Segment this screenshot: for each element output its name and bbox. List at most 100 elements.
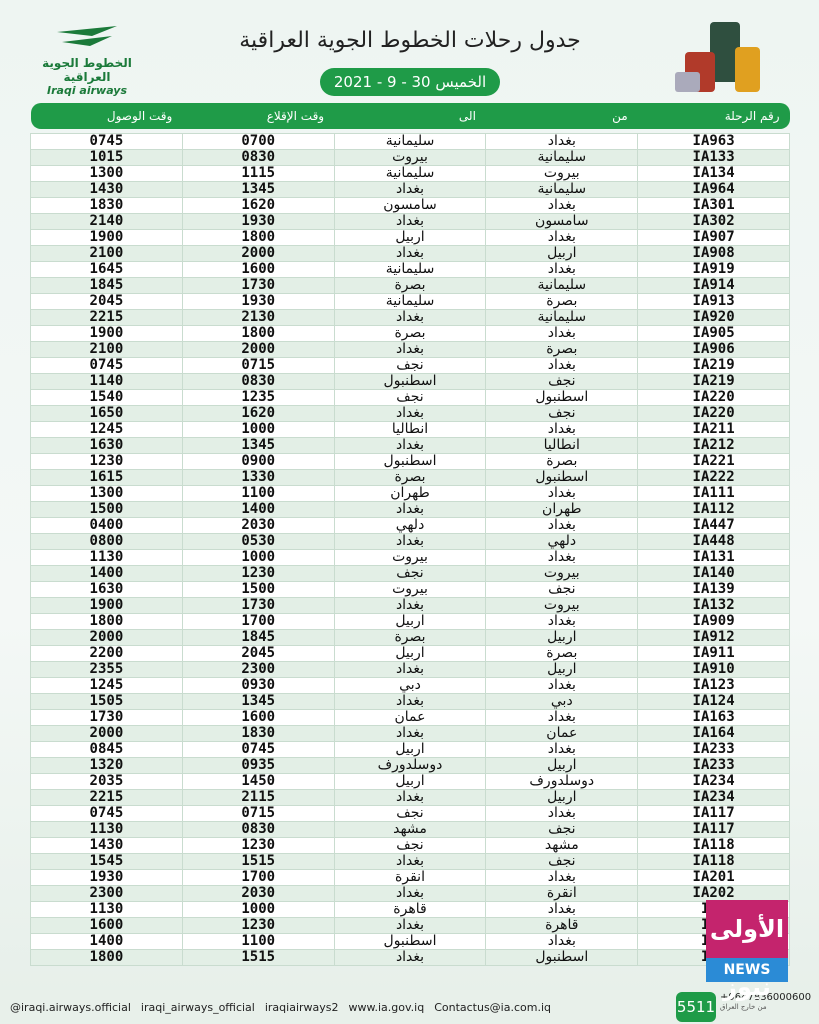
- table-row: IA139 نجف بيروت 1500 1630: [30, 581, 790, 598]
- table-cell: IA140: [637, 565, 790, 582]
- table-cell: 1300: [30, 165, 183, 182]
- table-cell: 2200: [30, 645, 183, 662]
- table-row: IA134 بيروت سليمانية 1115 1300: [30, 165, 790, 182]
- table-cell: مشهد: [333, 821, 487, 838]
- table-cell: قاهرة: [333, 901, 487, 918]
- table-cell: 2100: [30, 245, 183, 262]
- email[interactable]: Contactus@ia.com.iq: [434, 1000, 552, 1014]
- telegram[interactable]: iraqiairways2: [264, 1000, 339, 1014]
- table-cell: انقرة: [485, 885, 639, 902]
- table-cell: IA131: [637, 549, 790, 566]
- table-row: IA133 سليمانية بيروت 0830 1015: [30, 149, 790, 166]
- table-cell: 2045: [181, 645, 335, 662]
- table-cell: بصرة: [333, 629, 487, 646]
- table-cell: بصرة: [485, 293, 639, 310]
- table-cell: 1245: [30, 677, 183, 694]
- table-cell: نجف: [333, 389, 487, 406]
- table-cell: 2000: [30, 725, 183, 742]
- table-row: IA910 اربيل بغداد 2300 2355: [30, 661, 790, 678]
- table-cell: 1630: [30, 437, 183, 454]
- table-cell: 1700: [181, 613, 335, 630]
- table-cell: 1115: [181, 165, 335, 182]
- table-cell: 2355: [30, 661, 183, 678]
- table-row: IA1بغدادقاهرة10001130: [30, 901, 790, 918]
- table-cell: 1730: [181, 277, 335, 294]
- logo-english: Iraqi airways: [47, 84, 127, 97]
- table-row: IA963 بغداد سليمانية 0700 0745: [30, 133, 790, 150]
- date-pill: الخميس 30 - 9 - 2021: [320, 68, 500, 96]
- table-cell: 2035: [30, 773, 183, 790]
- instagram[interactable]: iraqi_airways_official: [140, 1000, 255, 1014]
- table-cell: بغداد: [333, 917, 487, 934]
- table-cell: 1800: [30, 613, 183, 630]
- table-cell: 0900: [181, 453, 335, 470]
- table-cell: بغداد: [485, 869, 639, 886]
- table-cell: 1930: [181, 293, 335, 310]
- table-cell: 1230: [181, 917, 335, 934]
- table-cell: بصرة: [333, 325, 487, 342]
- table-row: IA2بغداداسطنبول11001400: [30, 933, 790, 950]
- logo: الخطوط الجوية العراقية Iraqi airways: [22, 22, 152, 97]
- table-cell: 2130: [181, 309, 335, 326]
- table-row: IA233 بغداد اربيل 0745 0845: [30, 741, 790, 758]
- table-row: IA2اسطنبولبغداد15151800: [30, 949, 790, 966]
- table-cell: 1500: [30, 501, 183, 518]
- table-cell: 1600: [181, 261, 335, 278]
- table-cell: بغداد: [333, 853, 487, 870]
- table-row: IA913 بصرة سليمانية 1930 2045: [30, 293, 790, 310]
- table-row: IA111 بغداد طهران 1100 1300: [30, 485, 790, 502]
- table-cell: IA234: [637, 789, 790, 806]
- table-cell: 0715: [181, 357, 335, 374]
- table-cell: 1000: [181, 549, 335, 566]
- table-cell: نجف: [485, 373, 639, 390]
- table-row: IA163 بغداد عمان 1600 1730: [30, 709, 790, 726]
- table-cell: نجف: [485, 581, 639, 598]
- table-cell: سامسون: [333, 197, 487, 214]
- table-cell: 1830: [181, 725, 335, 742]
- table-cell: 0745: [30, 133, 183, 150]
- table-cell: 2115: [181, 789, 335, 806]
- table-cell: اسطنبول: [485, 469, 639, 486]
- table-cell: 2000: [181, 245, 335, 262]
- table-cell: نجف: [485, 821, 639, 838]
- table-row: IA140 بيروت نجف 1230 1400: [30, 565, 790, 582]
- table-cell: 1130: [30, 821, 183, 838]
- table-cell: IA220: [637, 389, 790, 406]
- table-cell: IA914: [637, 277, 790, 294]
- table-cell: IA905: [637, 325, 790, 342]
- table-cell: بصرة: [485, 453, 639, 470]
- table-cell: 1500: [181, 581, 335, 598]
- table-cell: 2000: [181, 341, 335, 358]
- table-cell: 1800: [30, 949, 183, 966]
- table-cell: IA133: [637, 149, 790, 166]
- table-row: IA219 نجف اسطنبول 0830 1140: [30, 373, 790, 390]
- table-cell: اربيل: [485, 661, 639, 678]
- table-cell: 1900: [30, 325, 183, 342]
- table-cell: 1900: [30, 229, 183, 246]
- table-cell: 2300: [30, 885, 183, 902]
- table-cell: IA906: [637, 341, 790, 358]
- table-cell: اربيل: [333, 773, 487, 790]
- table-cell: بيروت: [333, 581, 487, 598]
- table-cell: 1505: [30, 693, 183, 710]
- table-cell: 2140: [30, 213, 183, 230]
- table-cell: 1345: [181, 437, 335, 454]
- table-cell: طهران: [333, 485, 487, 502]
- facebook[interactable]: @iraqi.airways.official: [10, 1000, 131, 1014]
- table-cell: IA134: [637, 165, 790, 182]
- table-cell: IA448: [637, 533, 790, 550]
- table-cell: 0745: [30, 805, 183, 822]
- table-row: IA222 اسطنبول بصرة 1330 1615: [30, 469, 790, 486]
- table-cell: IA301: [637, 197, 790, 214]
- table-cell: بغداد: [485, 229, 639, 246]
- table-cell: بغداد: [333, 437, 487, 454]
- table-cell: 1730: [181, 597, 335, 614]
- table-row: IA919 بغداد سليمانية 1600 1645: [30, 261, 790, 278]
- table-cell: 1600: [30, 917, 183, 934]
- table-row: IA131 بغداد بيروت 1000 1130: [30, 549, 790, 566]
- table-cell: IA201: [637, 869, 790, 886]
- table-cell: 0830: [181, 149, 335, 166]
- table-cell: 1450: [181, 773, 335, 790]
- table-cell: دلهي: [333, 517, 487, 534]
- website[interactable]: www.ia.gov.iq: [348, 1000, 425, 1014]
